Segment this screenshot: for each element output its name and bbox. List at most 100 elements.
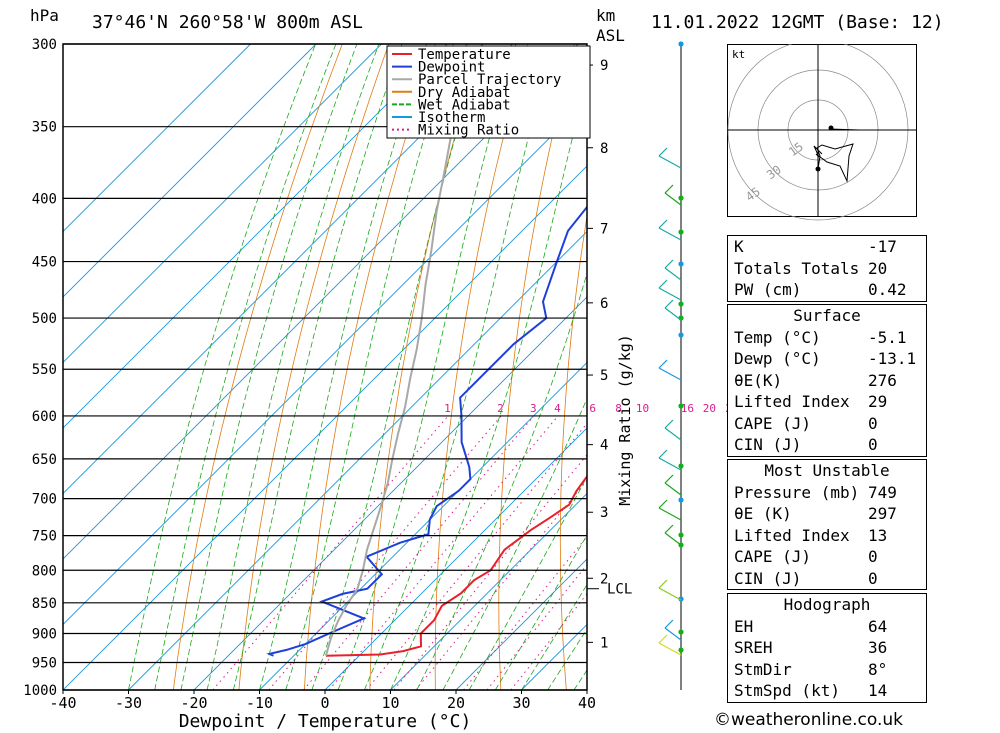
wind-level-marker	[678, 332, 684, 338]
mu-cape-value: 0	[868, 547, 878, 566]
wet-adiabat-line	[311, 44, 484, 690]
x-tick-label: -40	[49, 694, 76, 712]
pressure-tick-label: 550	[32, 362, 57, 378]
pressure-tick-label: 750	[32, 529, 57, 545]
k-index-label: K	[734, 237, 744, 256]
surface-cin-label: CIN (J)	[734, 435, 802, 454]
wind-level-marker	[678, 596, 684, 602]
hodograph-params-box: Hodograph EH 64 SREH 36 StmDir 8° StmSpd (k…	[727, 593, 927, 703]
wind-barb-shaft	[658, 367, 682, 381]
x-tick-label: -10	[246, 694, 273, 712]
credit-link[interactable]: ©weatheronline.co.uk	[714, 710, 904, 730]
hodograph-ring-15: 15	[786, 139, 806, 159]
mixing-ratio-label: 10	[636, 402, 649, 415]
wind-level-marker	[678, 532, 684, 538]
wet-adiabat-line	[180, 44, 358, 690]
mixing-ratio-line	[212, 415, 449, 690]
wind-barb-feather	[658, 219, 668, 229]
surface-theta-label: θE(K)	[734, 370, 783, 390]
wind-barb-feather	[658, 634, 668, 644]
wind-barb-shaft	[658, 457, 682, 471]
hodograph-ring-30: 30	[764, 162, 784, 182]
wind-level-marker	[678, 403, 684, 409]
isotherm-line	[390, 492, 587, 690]
pressure-tick-label: 1000	[23, 683, 57, 699]
isotherm-line	[324, 427, 587, 690]
wind-level-marker	[678, 647, 684, 653]
indices-box: K -17 Totals Totals 20 PW (cm) 0.42	[727, 235, 927, 302]
surface-box: Surface Temp (°C) -5.1 Dewp (°C) -13.1 θE(…	[727, 304, 927, 457]
surface-li-label: Lifted Index	[734, 392, 850, 411]
mixing-ratio-label: 2	[497, 402, 504, 415]
x-tick-label: 0	[320, 694, 329, 712]
mixing-ratio-axis-label: Mixing Ratio (g/kg)	[616, 334, 634, 506]
wind-barb-shaft	[664, 627, 682, 641]
mixing-ratio-label: 8	[615, 402, 622, 415]
isotherm-line	[128, 230, 587, 690]
x-tick-label: 40	[578, 694, 596, 712]
most-unstable-box: Most Unstable Pressure (mb) 749 θE (K) 297…	[727, 459, 927, 590]
wind-barb-feather	[658, 449, 668, 459]
wind-barb-feather	[664, 184, 674, 194]
pressure-tick-label: 700	[32, 492, 57, 508]
wind-barb-shaft	[658, 587, 682, 601]
wind-barb-shaft	[664, 307, 682, 321]
wind-barb-feather	[658, 499, 668, 509]
wind-barb-shaft	[658, 155, 682, 169]
pressure-tick-label: 850	[32, 596, 57, 612]
most-unstable-title: Most Unstable	[764, 461, 890, 480]
pressure-tick-label: 300	[32, 37, 57, 53]
legend-item-label: Dry Adiabat	[418, 85, 511, 101]
x-axis-label: Dewpoint / Temperature (°C)	[179, 711, 472, 732]
km-tick-label: 6	[600, 296, 608, 312]
k-index-value: -17	[868, 237, 897, 256]
legend-item-label: Temperature	[418, 47, 511, 63]
wind-barb-feather	[664, 524, 674, 534]
stmspd-value: 14	[868, 681, 888, 700]
mu-cin-label: CIN (J)	[734, 568, 802, 588]
surface-dewp-value: -13.1	[868, 349, 917, 368]
pressure-tick-label: 650	[32, 452, 57, 468]
mixing-ratio-label: 6	[589, 402, 596, 415]
km-unit-label: km	[596, 6, 616, 25]
isotherm-line	[63, 44, 513, 495]
pressure-tick-label: 500	[32, 311, 57, 327]
asl-unit-label: ASL	[596, 26, 625, 45]
x-tick-label: 10	[381, 694, 399, 712]
km-tick-label: 7	[600, 221, 608, 237]
dry-adiabat-line	[498, 44, 575, 690]
pressure-tick-label: 600	[32, 409, 57, 425]
dry-adiabat-line	[173, 44, 343, 690]
mixing-ratio-label: 20	[703, 402, 716, 415]
mu-cin-value: 0	[868, 568, 878, 588]
wind-barb-feather	[658, 359, 668, 369]
isotherm-line	[63, 165, 587, 690]
surface-cin-value: 0	[868, 435, 878, 454]
legend-item-label: Parcel Trajectory	[418, 72, 561, 88]
km-tick-label: 4	[600, 438, 608, 454]
wind-level-marker	[678, 229, 684, 235]
pw-label: PW (cm)	[734, 280, 802, 299]
hodograph-storm-point	[828, 125, 834, 131]
wind-barb-feather	[664, 474, 674, 484]
km-tick-label: 8	[600, 141, 608, 157]
wind-level-marker	[678, 41, 684, 47]
eh-label: EH	[734, 616, 754, 636]
mu-li-label: Lifted Index	[734, 525, 850, 545]
legend-item-label: Mixing Ratio	[418, 123, 519, 139]
wet-adiabat-line	[363, 44, 554, 690]
wet-adiabat-line	[285, 44, 454, 690]
pressure-tick-label: 900	[32, 626, 57, 642]
km-tick-label: 5	[600, 368, 608, 384]
wind-barb-shaft	[664, 482, 682, 496]
pressure-tick-label: 950	[32, 655, 57, 671]
mixing-ratio-line	[328, 415, 559, 690]
wind-barb-shaft	[658, 507, 682, 521]
wet-adiabat-line	[468, 475, 587, 690]
mu-theta-value: 297	[868, 504, 897, 523]
mixing-ratio-label: 1	[444, 402, 451, 415]
wind-level-marker	[678, 261, 684, 267]
totals-totals-value: 20	[868, 258, 888, 278]
wet-adiabat-line	[390, 77, 587, 690]
